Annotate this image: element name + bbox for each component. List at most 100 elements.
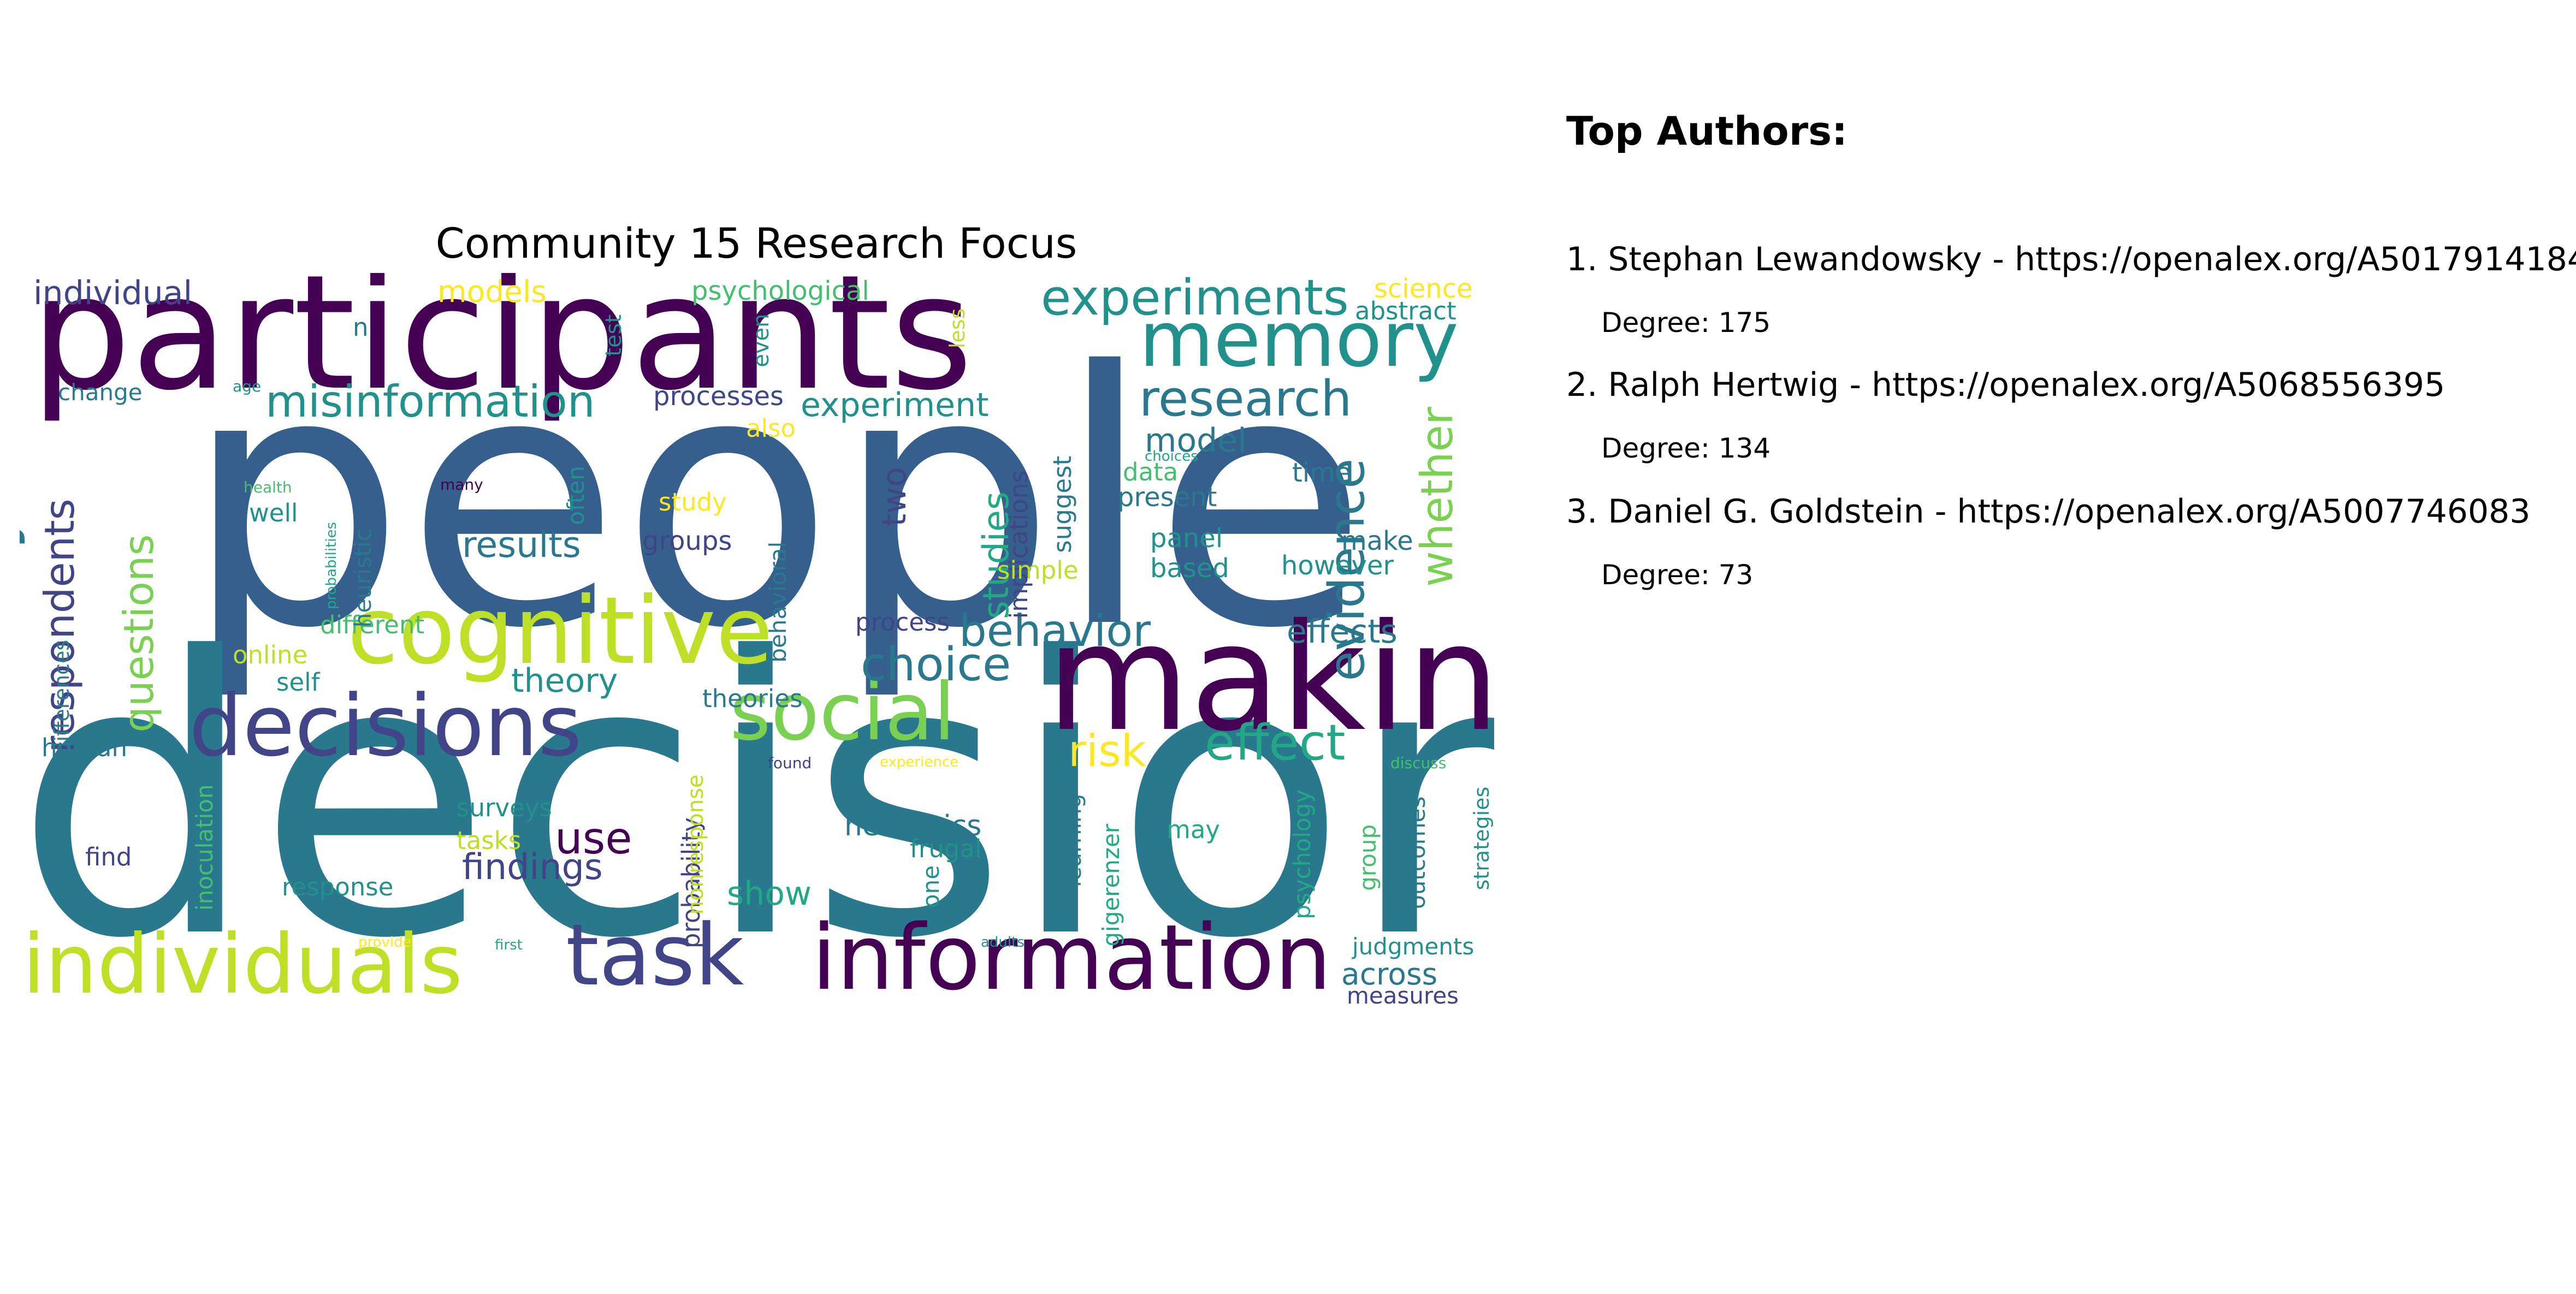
word-cloud-word: health [244,478,292,496]
word-cloud-word: judgments [1352,933,1474,960]
word-cloud-word: outcomes [1404,796,1430,909]
word-cloud-word: choices [1145,448,1198,465]
word-cloud-word: theory [511,662,618,700]
word-cloud-word: make [1341,526,1413,556]
word-cloud-word: abstract [1355,296,1456,325]
word-cloud-word: task [566,906,744,1005]
word-cloud-word: found [768,754,812,772]
word-cloud-word: risk [1068,726,1147,776]
author-entry-2: 2. Ralph Hertwig - https://openalex.org/… [1566,366,2445,404]
word-cloud-word: panel [1150,523,1223,554]
word-cloud-word: science [1374,274,1473,304]
word-cloud-word: misinformation [265,376,595,427]
word-cloud-word: individuals [22,917,463,1012]
author-degree-3: Degree: 73 [1601,559,1754,591]
word-cloud-word: different [320,610,425,639]
word-cloud-word: surveys [457,793,552,822]
word-cloud-word: tasks [457,826,522,855]
word-cloud-word: may [1166,815,1221,844]
word-cloud-word: two [875,467,914,527]
word-cloud-word: questions [115,534,163,733]
word-cloud-word: however [1281,550,1394,581]
word-cloud-word: response [282,872,394,901]
word-cloud-word: time [1292,458,1352,488]
word-cloud-word: individual [33,274,193,312]
word-cloud-word: information [812,905,1332,1010]
word-cloud-word: decision [20,577,1494,1016]
top-authors-heading: Top Authors: [1566,108,1847,154]
word-cloud-word: results [462,525,581,566]
word-cloud-word: many [440,476,483,494]
word-cloud-word: choice [861,638,1011,692]
word-cloud-word: processes [653,381,784,412]
word-cloud-word: participants [31,273,973,425]
word-cloud-word: strategies [1470,786,1494,891]
word-cloud-word: human [42,733,127,762]
author-entry-1: 1. Stephan Lewandowsky - https://openale… [1566,240,2576,278]
word-cloud-word: group [1354,824,1381,891]
word-cloud-word: simple [997,556,1079,585]
word-cloud-word: suggest [1048,455,1077,553]
word-cloud-word: across [1341,957,1438,992]
word-cloud-word: probabilities [323,521,340,610]
word-cloud-word: theories [702,684,803,713]
word-cloud-word: psychological [691,276,869,306]
word-cloud-word: provide [358,934,412,951]
word-cloud-word: n [353,313,369,342]
word-cloud-word: nonresponse [683,774,708,915]
word-cloud-word: adults [981,934,1025,951]
word-cloud-word: experience [880,754,959,770]
word-cloud-word: data [1123,458,1179,486]
word-cloud-word: model [1145,422,1247,460]
word-cloud-word: often [562,466,589,525]
word-cloud-word: experiment [801,386,989,424]
word-cloud-word: change [58,379,143,406]
word-cloud-word: study [659,488,727,517]
word-cloud-word: one [917,865,944,909]
word-cloud-word: heuristics [844,810,982,842]
word-cloud-word: based [1150,553,1229,584]
word-cloud-word: research [1139,370,1352,428]
word-cloud-word: effects [1287,613,1397,651]
word-cloud-word: even [749,313,774,367]
word-cloud-word: psychology [1289,789,1316,919]
word-cloud-title: Community 15 Research Focus [435,219,1077,268]
word-cloud-word: discuss [1390,754,1447,772]
word-cloud-word: findings [462,847,603,888]
author-entry-3: 3. Daniel G. Goldstein - https://openale… [1566,492,2531,531]
word-cloud-word: cognitive [347,577,773,685]
word-cloud-word: first [495,937,523,953]
word-cloud-word: decisions [189,676,582,775]
word-cloud-word: use [555,813,632,864]
word-cloud-word: gigerenzer [1098,823,1124,947]
word-cloud-word: inoculation [191,784,218,911]
word-cloud-word: making [1046,592,1494,764]
word-cloud-word: measures [1347,982,1459,1009]
word-cloud-word: present [1117,482,1217,513]
word-cloud-word: models [437,274,547,309]
author-degree-1: Degree: 175 [1601,307,1771,339]
word-cloud-word: social [730,666,956,758]
word-cloud-word: behavioral [765,541,791,663]
word-cloud-word: heuristic [350,529,376,628]
word-cloud-word: learning [1059,793,1086,887]
word-cloud-word: frugal [910,834,982,863]
word-cloud-word: implications [1004,470,1033,619]
word-cloud-word: less [945,308,969,349]
word-cloud-word: differences [50,639,74,755]
word-cloud-word: process [855,608,950,637]
word-cloud-word: test [601,314,626,357]
word-cloud-word: also [746,414,796,443]
word-cloud-word: groups [642,526,732,556]
word-cloud-word: online [233,640,308,669]
word-cloud-word: effect [1205,714,1346,771]
word-cloud-word: people [183,298,1369,704]
word-cloud-word: find [85,842,132,871]
word-cloud-word: experiments [1041,273,1349,327]
word-cloud-word: well [249,498,298,527]
word-cloud-word: self [276,668,320,697]
word-cloud-word: whether [1412,407,1462,587]
word-cloud-word: behavior [959,606,1151,656]
word-cloud-word: age [233,377,262,395]
